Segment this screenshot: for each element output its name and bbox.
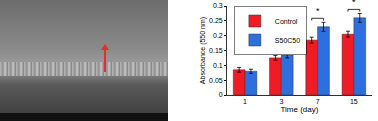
svg-text:0.3: 0.3 — [213, 2, 223, 9]
svg-text:0.15: 0.15 — [209, 47, 223, 54]
svg-text:0.25: 0.25 — [209, 17, 223, 24]
svg-text:*: * — [316, 6, 320, 16]
svg-text:0.1: 0.1 — [213, 62, 223, 69]
svg-text:3: 3 — [279, 98, 283, 105]
svg-text:*: * — [352, 0, 356, 7]
svg-text:0.2: 0.2 — [213, 32, 223, 39]
svg-text:Control: Control — [275, 18, 298, 25]
svg-text:15: 15 — [350, 98, 358, 105]
svg-text:Absorbance (550 nm): Absorbance (550 nm) — [199, 17, 207, 84]
svg-text:0.05: 0.05 — [209, 77, 223, 84]
svg-text:0: 0 — [219, 91, 223, 98]
svg-text:1: 1 — [243, 98, 247, 105]
svg-text:Time (day): Time (day) — [280, 105, 318, 114]
svg-text:7: 7 — [316, 98, 320, 105]
svg-text:S50C50: S50C50 — [275, 37, 300, 44]
